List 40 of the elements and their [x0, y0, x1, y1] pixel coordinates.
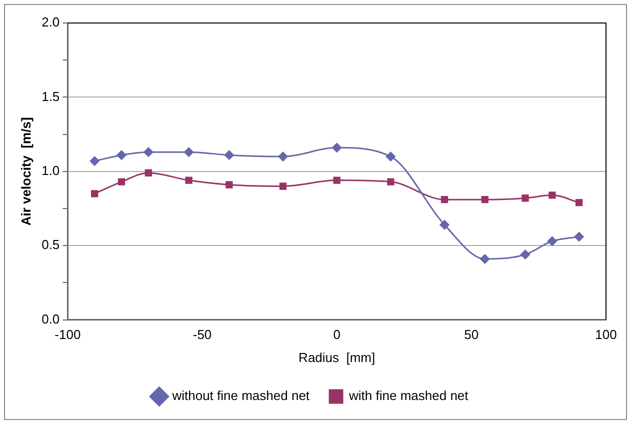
- point: [90, 156, 100, 166]
- y-tick-label: 0.5: [42, 237, 60, 252]
- x-tick-label: -100: [54, 327, 81, 342]
- point: [522, 194, 529, 202]
- point: [224, 150, 234, 160]
- point: [144, 169, 152, 176]
- legend-label: without fine mashed net: [171, 388, 310, 404]
- x-axis-title: Radius [mm]: [298, 350, 376, 365]
- point: [279, 182, 287, 190]
- point: [144, 147, 154, 157]
- point: [481, 196, 488, 204]
- point: [116, 150, 126, 160]
- y-tick-label: 1.0: [42, 162, 60, 178]
- point: [118, 178, 126, 186]
- point: [520, 250, 530, 260]
- point: [576, 198, 583, 206]
- x-tick-label: 50: [464, 327, 479, 342]
- x-tick-label: -50: [192, 327, 212, 342]
- point: [387, 178, 394, 186]
- point: [185, 176, 192, 184]
- legend-label: with fine mashed net: [348, 388, 469, 404]
- point: [547, 236, 557, 246]
- y-axis-title: Air velocity [m/s]: [18, 117, 34, 226]
- point: [333, 176, 340, 184]
- point: [574, 232, 584, 242]
- point: [480, 254, 490, 264]
- point: [332, 142, 342, 152]
- x-tick-label: 100: [595, 327, 617, 342]
- point: [91, 190, 98, 198]
- y-tick-label: 1.5: [42, 88, 60, 104]
- point: [184, 147, 194, 157]
- y-tick-label: 0.0: [42, 311, 60, 326]
- point: [548, 192, 556, 199]
- point: [278, 152, 288, 162]
- y-tick-label: 2.0: [42, 14, 60, 30]
- x-tick-label: 0: [333, 327, 340, 342]
- point: [440, 220, 450, 230]
- point: [226, 181, 233, 188]
- point: [440, 196, 448, 204]
- point: [386, 152, 396, 162]
